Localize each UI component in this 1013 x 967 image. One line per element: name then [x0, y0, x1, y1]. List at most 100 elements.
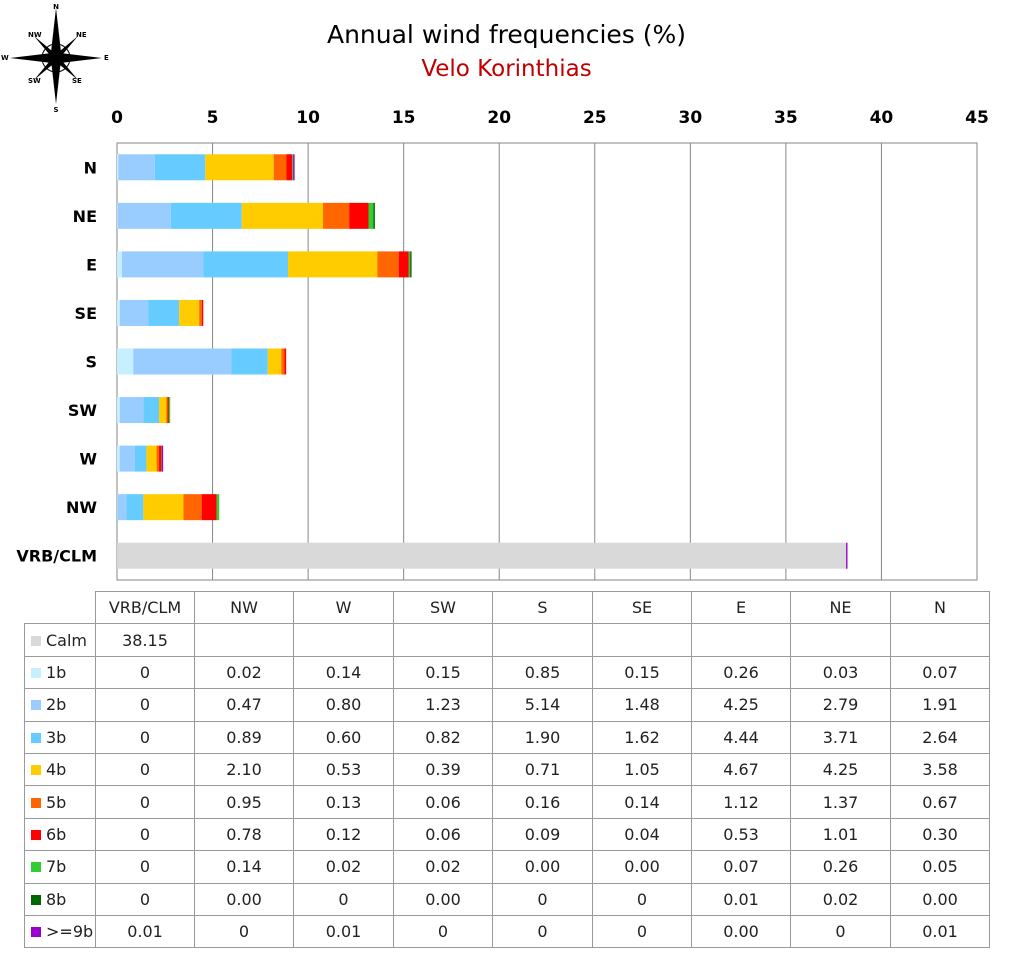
bar-segment — [293, 154, 295, 181]
table-cell: 4.44 — [691, 720, 791, 754]
table-column-header: N — [890, 590, 990, 625]
table-cell: 0 — [293, 882, 394, 916]
table-cell: 2.79 — [790, 688, 891, 722]
table-column-header: SW — [393, 590, 493, 625]
compass-label-n: N — [53, 3, 59, 11]
compass-rose-icon: N NE E SE S SW W NW — [1, 3, 109, 112]
table-cell: 0 — [592, 914, 692, 949]
bar-segment — [292, 154, 294, 181]
bar-segment — [183, 494, 202, 521]
table-cell: 1.05 — [592, 752, 692, 787]
table-cell: 0.53 — [691, 817, 791, 852]
table-row: 2b 0 0.47 0.80 1.23 5.14 1.48 4.25 2.79 1.91 — [24, 688, 990, 722]
x-tick-label: 0 — [111, 108, 123, 128]
table-cell: 0.01 — [293, 914, 394, 949]
table-cell: 0.95 — [194, 785, 294, 819]
bar-segment — [273, 154, 287, 181]
table-cell — [592, 623, 692, 657]
table-cell: 0.16 — [492, 785, 593, 819]
table-cell: 0.60 — [293, 720, 394, 754]
compass-label-e: E — [104, 54, 109, 62]
table-cell: 0.06 — [393, 817, 493, 852]
table-cell: 0.47 — [194, 688, 294, 722]
table-row-label: 8b — [24, 882, 96, 916]
bar-segment — [201, 299, 204, 326]
table-row-label: 3b — [24, 720, 96, 754]
table-cell: 3.58 — [890, 752, 990, 787]
legend-swatch — [31, 667, 41, 678]
table-cell — [790, 623, 891, 657]
compass-star — [10, 8, 102, 104]
bar-segment — [241, 202, 324, 229]
y-category-label: W — [79, 450, 97, 469]
y-category-label: S — [85, 353, 97, 372]
stacked-bar-chart: 0 5 10 15 20 25 30 35 40 45 N NE E SE S SW W NW VRB/CLM — [16, 108, 989, 581]
bar-segment — [267, 348, 282, 375]
bar-segment — [179, 299, 200, 326]
x-tick-label: 20 — [487, 108, 511, 128]
table-cell: 0.03 — [790, 655, 891, 690]
table-row: 6b 0 0.78 0.12 0.06 0.09 0.04 0.53 1.01 0.30 — [24, 817, 990, 852]
table-cell: 0.01 — [95, 914, 195, 949]
bar-segment — [117, 154, 119, 181]
table-cell: 2.10 — [194, 752, 294, 787]
legend-swatch — [31, 635, 41, 646]
y-category-label: SE — [75, 304, 97, 323]
bar-segment — [117, 397, 120, 424]
bar-segment — [117, 494, 127, 521]
legend-swatch — [31, 894, 41, 905]
bar-segment — [168, 397, 171, 424]
table-cell: 0.09 — [492, 817, 593, 852]
table-column-header: SE — [592, 590, 692, 625]
bar-segment — [156, 445, 160, 472]
table-cell: 0.00 — [194, 882, 294, 916]
bar-segment — [159, 397, 167, 424]
bar-segment — [134, 445, 147, 472]
table-cell: 1.48 — [592, 688, 692, 722]
table-column-header: VRB/CLM — [95, 590, 195, 625]
table-corner — [24, 591, 96, 625]
table-cell: 0.12 — [293, 817, 394, 852]
table-cell: 0.04 — [592, 817, 692, 852]
table-cell: 0.05 — [890, 850, 990, 884]
table-row: >=9b 0.01 0 0.01 0 0 0 0.00 0 0.01 — [24, 914, 990, 949]
bar-segment — [119, 445, 135, 472]
table-cell: 0 — [393, 914, 493, 949]
compass-label-nw: NW — [28, 31, 42, 39]
legend-swatch — [31, 829, 41, 840]
bar-segment — [148, 299, 180, 326]
table-row-label: 1b — [24, 655, 96, 690]
table-row-label: 5b — [24, 785, 96, 819]
table-cell: 0 — [95, 817, 195, 852]
bar-segment — [117, 299, 120, 326]
table-row-label: 2b — [24, 688, 96, 722]
bar-segment — [201, 494, 217, 521]
table-cell: 1.62 — [592, 720, 692, 754]
table-cell: 4.25 — [691, 688, 791, 722]
table-cell — [691, 623, 791, 657]
table-cell — [194, 623, 294, 657]
bar-segment — [846, 542, 848, 569]
bar-segment — [170, 202, 242, 229]
x-tick-label: 10 — [296, 108, 320, 128]
table-cell: 0.82 — [393, 720, 493, 754]
chart-title: Annual wind frequencies (%) — [326, 20, 687, 49]
bar-segment — [159, 445, 162, 472]
bar-segment — [143, 494, 184, 521]
legend-swatch — [31, 732, 41, 743]
table-cell: 0.02 — [790, 882, 891, 916]
table-cell: 0.15 — [592, 655, 692, 690]
table-cell — [393, 623, 493, 657]
table-cell: 1.12 — [691, 785, 791, 819]
table-row: 4b 0 2.10 0.53 0.39 0.71 1.05 4.67 4.25 3.58 — [24, 752, 990, 787]
compass-label-sw: SW — [28, 77, 41, 85]
table-cell — [890, 623, 990, 657]
table-cell: 0.02 — [293, 850, 394, 884]
table-header-row: VRB/CLM NW W SW S SE E NE N — [24, 590, 990, 625]
table-cell: 0.80 — [293, 688, 394, 722]
y-category-label: SW — [68, 401, 98, 420]
table-column-header: NE — [790, 590, 891, 625]
y-category-label: E — [86, 255, 97, 274]
table-row: 3b 0 0.89 0.60 0.82 1.90 1.62 4.44 3.71 2.64 — [24, 720, 990, 754]
table-cell: 3.71 — [790, 720, 891, 754]
